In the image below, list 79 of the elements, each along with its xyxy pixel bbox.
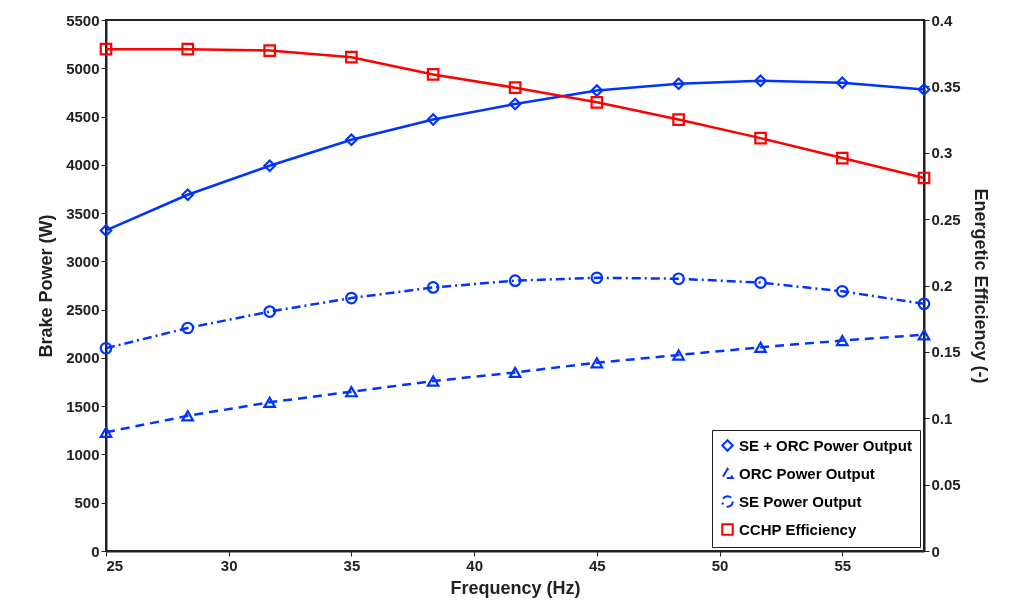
y2-tick-label: 0.4 — [931, 11, 954, 29]
y-tick-label: 5500 — [66, 11, 100, 29]
point — [754, 341, 767, 353]
x-tick-label: 25 — [106, 556, 124, 574]
point — [835, 334, 849, 347]
y-tick-label: 3500 — [66, 204, 100, 222]
point — [181, 188, 195, 202]
y-tick-label: 0 — [91, 542, 100, 560]
y-tick-label: 3000 — [66, 252, 100, 270]
y2-axis-title: Energetic Efficiency (-) — [970, 188, 991, 384]
point — [835, 76, 849, 90]
y-tick-label: 5000 — [66, 59, 100, 77]
point — [508, 366, 522, 379]
y2-tick-label: 0.15 — [931, 343, 961, 361]
point — [181, 410, 195, 422]
point — [917, 297, 931, 311]
y2-tick-label: 0.3 — [931, 144, 953, 162]
y2-tick-label: 0.35 — [931, 77, 961, 95]
x-tick-label: 35 — [343, 556, 361, 574]
point — [835, 151, 849, 165]
point — [345, 291, 358, 305]
point — [99, 341, 113, 355]
point — [181, 42, 195, 56]
point — [672, 349, 685, 361]
point — [590, 84, 604, 97]
y-tick-label: 4500 — [66, 108, 100, 126]
legend-label: CCHP Efficiency — [739, 520, 857, 538]
y-tick-label: 1500 — [66, 397, 100, 415]
point — [917, 83, 931, 96]
x-tick-label: 40 — [466, 556, 483, 574]
y2-tick-label: 0.2 — [931, 277, 953, 294]
y2-tick-label: 0.25 — [931, 210, 961, 228]
point — [672, 77, 685, 91]
x-tick-label: 30 — [220, 556, 238, 574]
point — [263, 305, 277, 318]
point — [508, 274, 522, 288]
point — [426, 281, 440, 294]
x-tick-label: 55 — [834, 556, 852, 574]
point — [181, 321, 195, 335]
legend-label: SE Power Output — [739, 492, 862, 510]
point — [754, 74, 767, 88]
point — [590, 357, 604, 369]
point — [754, 131, 767, 145]
point — [917, 329, 931, 341]
legend-label: SE + ORC Power Output — [739, 436, 912, 454]
point — [263, 396, 277, 408]
y2-tick-label: 0 — [931, 542, 940, 560]
point — [508, 81, 522, 95]
y-tick-label: 1000 — [66, 445, 100, 463]
x-tick-label: 50 — [711, 556, 729, 574]
point — [672, 113, 685, 126]
legend-label: ORC Power Output — [739, 464, 875, 482]
point — [263, 159, 277, 173]
y2-tick-label: 0.05 — [931, 476, 961, 494]
x-tick-label: 45 — [589, 556, 606, 574]
y-tick-label: 4000 — [66, 156, 100, 174]
point — [345, 50, 358, 64]
point — [263, 44, 277, 57]
point — [835, 284, 849, 298]
point — [426, 113, 440, 126]
point — [426, 375, 440, 387]
y2-tick-label: 0.1 — [931, 409, 953, 427]
point — [917, 171, 931, 185]
point — [345, 133, 358, 147]
point — [508, 97, 522, 111]
point — [590, 271, 604, 285]
y-tick-label: 2000 — [66, 349, 100, 367]
point — [345, 386, 358, 398]
y-axis-title: Brake Power (W) — [36, 214, 57, 358]
point — [99, 42, 113, 56]
point — [754, 276, 767, 289]
point — [99, 426, 113, 438]
point — [426, 68, 440, 81]
y-tick-label: 2500 — [66, 301, 100, 319]
point — [590, 95, 604, 109]
point — [99, 224, 113, 237]
y-tick-label: 500 — [74, 494, 100, 512]
point — [672, 272, 685, 286]
x-axis-title: Frequency (Hz) — [450, 577, 581, 598]
